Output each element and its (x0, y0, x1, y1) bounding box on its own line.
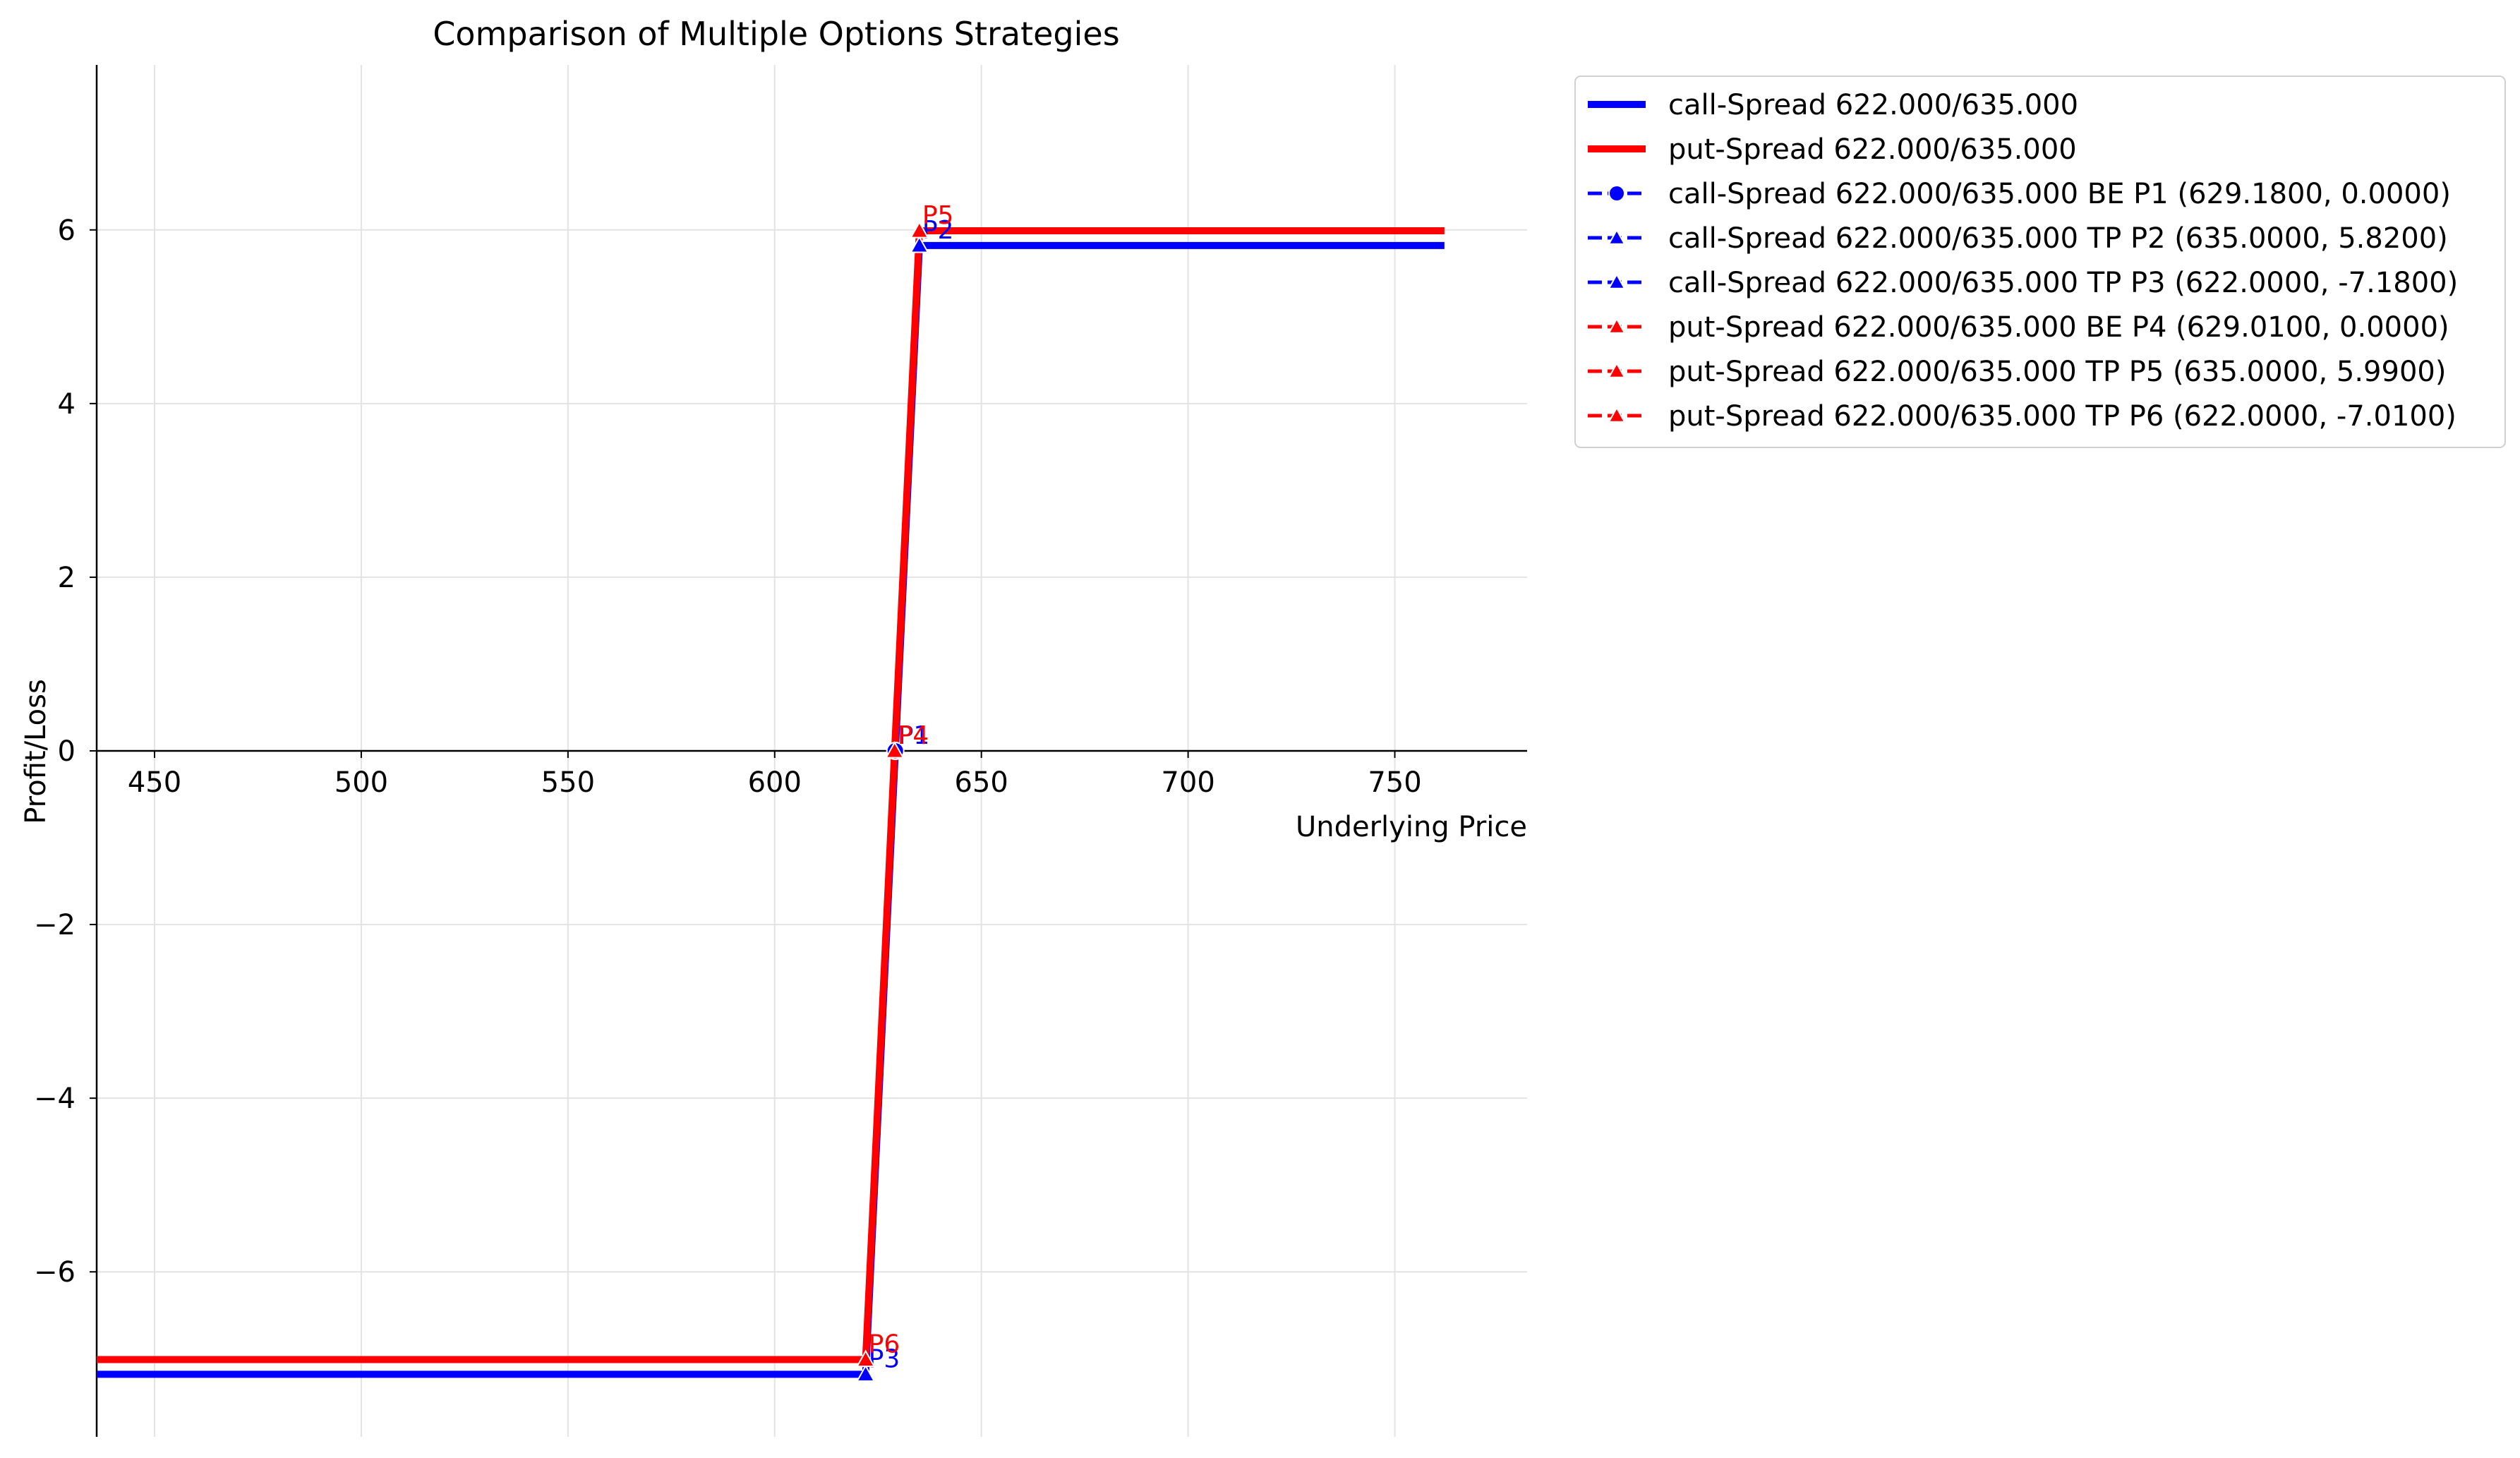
x-tick-label: 450 (128, 766, 181, 799)
legend-label: put-Spread 622.000/635.000 BE P4 (629.01… (1668, 311, 2449, 344)
point-marker-p6 (855, 1349, 876, 1368)
legend-label: put-Spread 622.000/635.000 TP P6 (622.00… (1668, 400, 2456, 433)
point-marker-p3 (855, 1364, 876, 1382)
y-tick-label: 4 (58, 388, 76, 421)
chart-title: Comparison of Multiple Options Strategie… (433, 15, 1119, 53)
y-tick-label: −2 (34, 909, 76, 941)
legend-marker (1608, 317, 1626, 334)
x-axis-label: Underlying Price (1296, 811, 1527, 843)
legend-label: call-Spread 622.000/635.000 (1668, 89, 2078, 121)
point-tag-p5: P5 (922, 201, 954, 230)
point-tag-p3: P3 (869, 1344, 900, 1373)
point-tag-p6: P6 (869, 1330, 900, 1358)
x-tick-label: 650 (955, 766, 1008, 799)
legend-marker (1608, 272, 1626, 289)
point-marker-p2 (910, 235, 929, 253)
legend-label: call-Spread 622.000/635.000 TP P2 (635.0… (1668, 222, 2448, 255)
legend-label: put-Spread 622.000/635.000 TP P5 (635.00… (1668, 356, 2446, 388)
legend: call-Spread 622.000/635.000 put-Spread 62… (1574, 76, 2506, 448)
series-line-1 (97, 241, 1445, 1378)
axes: 450 500 550 600 650 700 750 −6 −4 −2 0 2 4 6 (34, 65, 1527, 1437)
series-line-2 (97, 227, 1445, 1363)
x-tick-label: 500 (334, 766, 388, 799)
x-tick-label: 750 (1368, 766, 1421, 799)
point-marker-p5 (910, 220, 929, 239)
y-tick-label: −6 (34, 1256, 76, 1289)
legend-label: call-Spread 622.000/635.000 BE P1 (629.1… (1668, 178, 2451, 210)
series-lines (97, 227, 1445, 1378)
legend-box (1574, 76, 2506, 448)
legend-marker (1608, 361, 1626, 378)
x-tick-label: 700 (1161, 766, 1214, 799)
y-tick-label: 6 (58, 215, 76, 247)
x-tick-label: 550 (541, 766, 595, 799)
legend-label: call-Spread 622.000/635.000 TP P3 (622.0… (1668, 267, 2458, 299)
point-markers: P1 P2 P3 P4 P5 P6 (855, 201, 954, 1382)
legend-label: put-Spread 622.000/635.000 (1668, 133, 2077, 166)
legend-marker (1608, 185, 1625, 202)
legend-marker (1608, 406, 1626, 423)
y-tick-label: 0 (58, 735, 76, 768)
point-marker-p4 (885, 740, 905, 759)
point-tag-p2: P2 (922, 216, 954, 245)
legend-marker (1608, 228, 1626, 245)
y-tick-label: −4 (34, 1083, 76, 1115)
x-tick-label: 600 (748, 766, 802, 799)
y-tick-label: 2 (58, 562, 76, 594)
y-axis-label: Profit/Loss (20, 679, 52, 824)
point-tag-p4: P4 (898, 721, 929, 750)
point-tag-p1: P1 (898, 721, 930, 750)
